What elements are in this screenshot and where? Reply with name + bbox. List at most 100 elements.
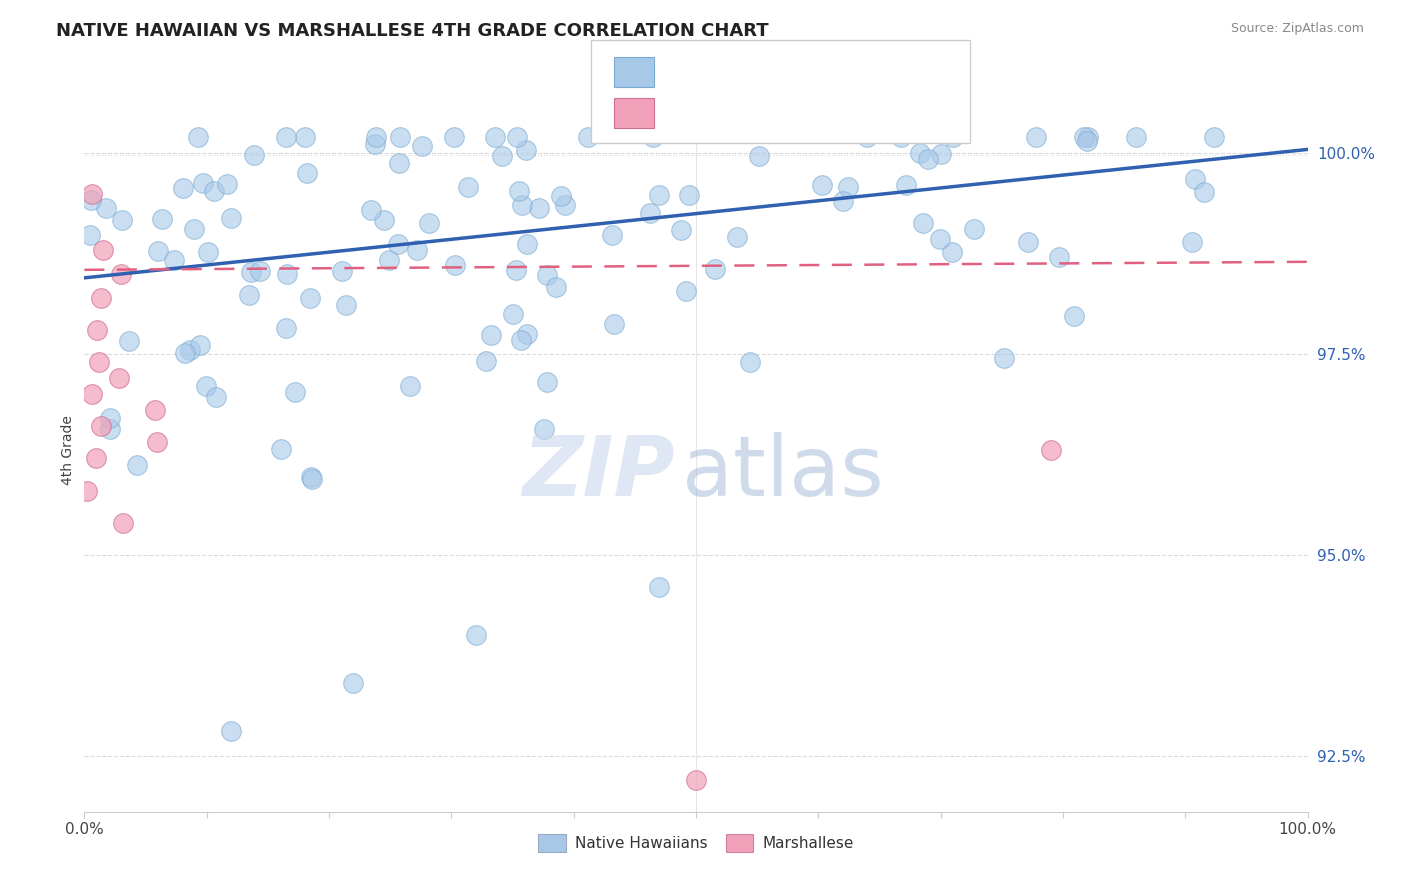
Point — [648, 580, 671, 594]
Point — [1077, 130, 1099, 145]
Point — [274, 130, 297, 145]
Point — [299, 469, 322, 483]
Point — [76, 483, 98, 498]
Point — [641, 130, 664, 145]
Point — [941, 245, 963, 260]
Point — [274, 321, 297, 335]
Point — [1184, 172, 1206, 186]
Point — [1047, 250, 1070, 264]
Point — [418, 216, 440, 230]
Point — [411, 139, 433, 153]
Point — [96, 201, 118, 215]
Point — [297, 166, 319, 180]
Point — [685, 772, 707, 787]
Point — [529, 201, 551, 215]
Point — [87, 355, 110, 369]
Point — [388, 156, 411, 170]
Point — [163, 252, 186, 267]
Point — [187, 130, 209, 145]
Point — [342, 676, 364, 690]
Point — [389, 130, 412, 145]
Point — [188, 338, 211, 352]
Point — [127, 458, 149, 473]
Point — [929, 147, 952, 161]
Point — [546, 279, 568, 293]
Point — [191, 176, 214, 190]
Point — [725, 229, 748, 244]
Point — [443, 130, 465, 145]
Point — [928, 232, 950, 246]
Point — [505, 263, 527, 277]
Point — [398, 379, 420, 393]
Point — [146, 435, 169, 450]
Point — [516, 327, 538, 342]
Point — [219, 211, 242, 226]
Point — [491, 148, 513, 162]
Point — [603, 317, 626, 331]
Point — [1202, 130, 1225, 145]
Point — [179, 343, 201, 357]
Point — [942, 130, 965, 145]
Text: R = 0.013   N =  16: R = 0.013 N = 16 — [668, 100, 831, 118]
Text: Source: ZipAtlas.com: Source: ZipAtlas.com — [1230, 22, 1364, 36]
Point — [1181, 235, 1204, 249]
Point — [111, 516, 134, 530]
Point — [330, 263, 353, 277]
Point — [183, 222, 205, 236]
Point — [550, 189, 572, 203]
Point — [1076, 134, 1098, 148]
Point — [444, 258, 467, 272]
Point — [197, 244, 219, 259]
Point — [150, 212, 173, 227]
Y-axis label: 4th Grade: 4th Grade — [60, 416, 75, 485]
Point — [963, 221, 986, 235]
Legend: Native Hawaiians, Marshallese: Native Hawaiians, Marshallese — [531, 828, 860, 858]
Point — [360, 202, 382, 217]
Point — [1039, 443, 1062, 458]
Point — [146, 244, 169, 258]
Point — [219, 724, 242, 739]
Point — [108, 371, 131, 385]
Point — [1073, 130, 1095, 145]
Text: R = 0.419   N = 115: R = 0.419 N = 115 — [668, 55, 835, 73]
Point — [79, 227, 101, 242]
Text: NATIVE HAWAIIAN VS MARSHALLESE 4TH GRADE CORRELATION CHART: NATIVE HAWAIIAN VS MARSHALLESE 4TH GRADE… — [56, 22, 769, 40]
Point — [600, 228, 623, 243]
Point — [82, 387, 104, 401]
Point — [576, 130, 599, 145]
Point — [536, 268, 558, 282]
Point — [217, 177, 239, 191]
Point — [678, 188, 700, 202]
Point — [98, 411, 121, 425]
Point — [1025, 130, 1047, 145]
Point — [896, 178, 918, 192]
Point — [856, 130, 879, 145]
Point — [378, 253, 401, 268]
Point — [533, 422, 555, 436]
Text: ZIP: ZIP — [522, 433, 675, 513]
Point — [515, 144, 537, 158]
Point — [484, 130, 506, 145]
Point — [669, 223, 692, 237]
Point — [84, 451, 107, 466]
Point — [993, 351, 1015, 365]
Point — [479, 328, 502, 343]
Point — [889, 130, 911, 145]
Point — [239, 265, 262, 279]
Point — [811, 178, 834, 192]
Point — [194, 378, 217, 392]
Point — [205, 390, 228, 404]
Point — [86, 323, 108, 337]
Text: atlas: atlas — [682, 433, 883, 513]
Point — [457, 180, 479, 194]
Point — [98, 422, 121, 436]
Point — [638, 206, 661, 220]
Point — [80, 193, 103, 207]
Point — [516, 237, 538, 252]
Point — [202, 184, 225, 198]
Point — [648, 188, 671, 202]
Point — [502, 306, 524, 320]
Point — [917, 152, 939, 166]
Point — [510, 333, 533, 347]
Point — [91, 243, 114, 257]
